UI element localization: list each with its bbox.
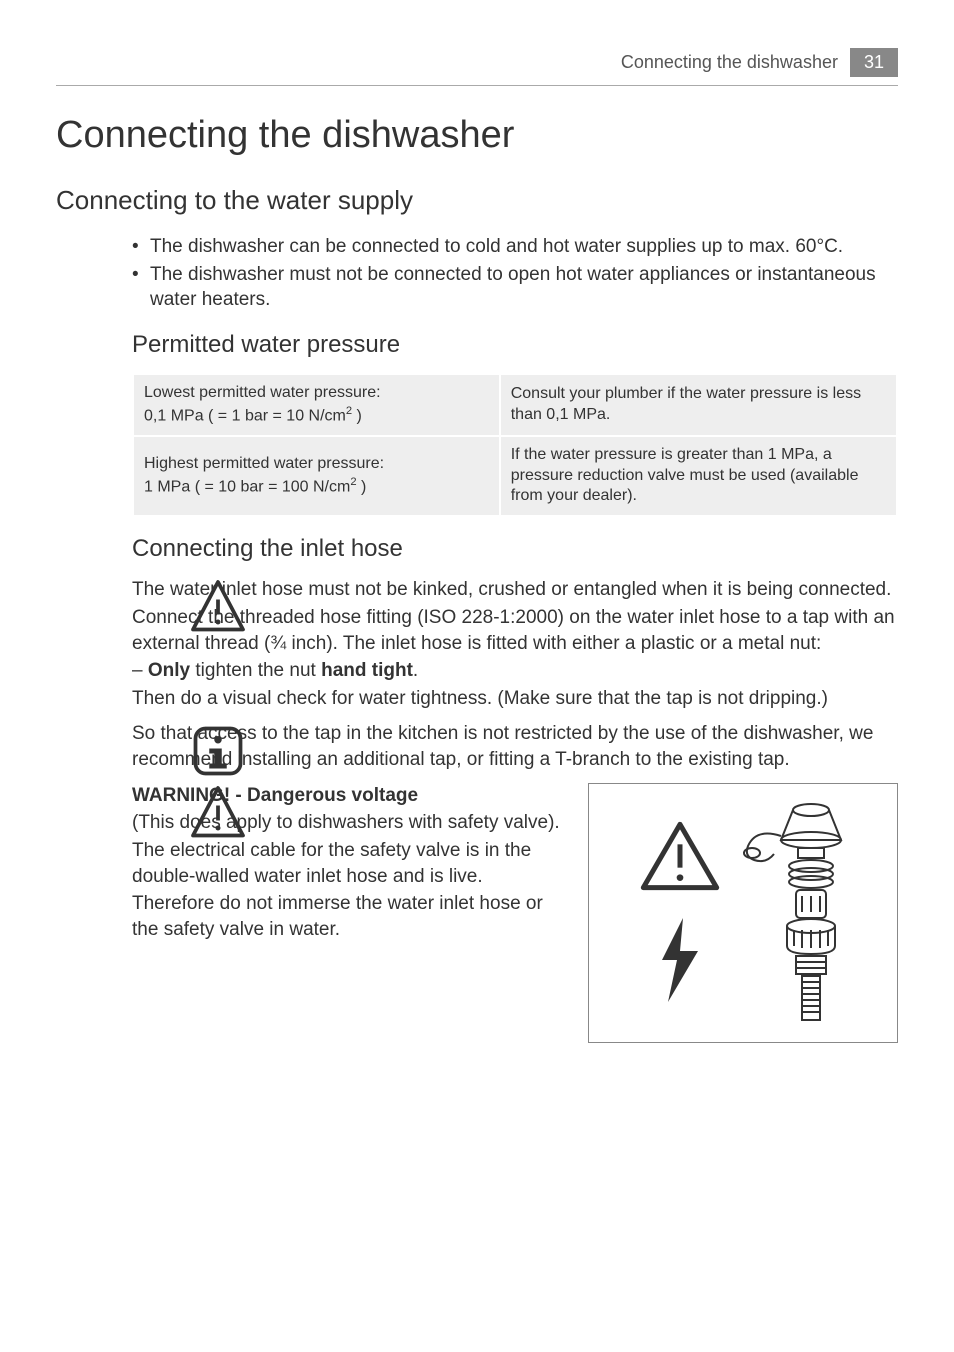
cell-text: 1 MPa ( = 10 bar = 100 N/cm (144, 478, 350, 495)
section-heading-water-supply: Connecting to the water supply (56, 185, 898, 216)
water-supply-bullets: The dishwasher can be connected to cold … (132, 234, 898, 313)
tap-valve-illustration (736, 798, 846, 1028)
warning-para: The electrical cable for the safety valv… (132, 838, 572, 889)
page-header: Connecting the dishwasher 31 (56, 48, 898, 77)
bullet-item: The dishwasher can be connected to cold … (132, 234, 898, 260)
lightning-icon (650, 915, 710, 1005)
warning-para: Therefore do not immerse the water inlet… (132, 891, 572, 942)
pressure-cell-right: If the water pressure is greater than 1 … (500, 436, 897, 516)
inlet-dash-line: – Only tighten the nut hand tight. (132, 658, 898, 684)
cell-text: ) (352, 407, 362, 424)
warning-triangle-icon (640, 821, 720, 891)
warning-block-voltage: WARNING! - Dangerous voltage (This does … (132, 783, 898, 1043)
warning-triangle-icon (188, 577, 248, 637)
text: tighten the nut (190, 660, 321, 681)
page-title: Connecting the dishwasher (56, 114, 898, 157)
warning-triangle-icon (188, 783, 248, 843)
voltage-figure (588, 783, 898, 1043)
table-row: Lowest permitted water pressure: 0,1 MPa… (133, 374, 897, 436)
info-block-tap: So that access to the tap in the kitchen… (132, 721, 898, 772)
pressure-cell-left: Lowest permitted water pressure: 0,1 MPa… (133, 374, 500, 436)
pressure-cell-right: Consult your plumber if the water pressu… (500, 374, 897, 436)
info-icon (188, 721, 248, 781)
cell-text: Lowest permitted water pressure: (144, 384, 381, 401)
page-number-badge: 31 (850, 48, 898, 77)
header-title: Connecting the dishwasher (621, 52, 838, 73)
cell-text: 0,1 MPa ( = 1 bar = 10 N/cm (144, 407, 346, 424)
pressure-cell-left: Highest permitted water pressure: 1 MPa … (133, 436, 500, 516)
bold-text: WARNING! - Dangerous voltage (132, 785, 418, 806)
table-row: Highest permitted water pressure: 1 MPa … (133, 436, 897, 516)
bold-text: hand tight (321, 660, 413, 681)
bold-text: Only (148, 660, 190, 681)
warning-block-kinked: The water inlet hose must not be kinked,… (132, 577, 898, 711)
bullet-item: The dishwasher must not be connected to … (132, 262, 898, 313)
subheading-inlet-hose: Connecting the inlet hose (132, 535, 898, 563)
text: . (413, 660, 418, 681)
cell-text: Highest permitted water pressure: (144, 455, 384, 472)
page-content: Connecting the dishwasher Connecting to … (132, 114, 898, 1043)
inlet-para: Then do a visual check for water tightne… (132, 686, 898, 712)
text: – (132, 660, 148, 681)
subheading-pressure: Permitted water pressure (132, 331, 898, 359)
cell-text: ) (357, 478, 367, 495)
pressure-table: Lowest permitted water pressure: 0,1 MPa… (132, 373, 898, 517)
header-rule (56, 85, 898, 86)
